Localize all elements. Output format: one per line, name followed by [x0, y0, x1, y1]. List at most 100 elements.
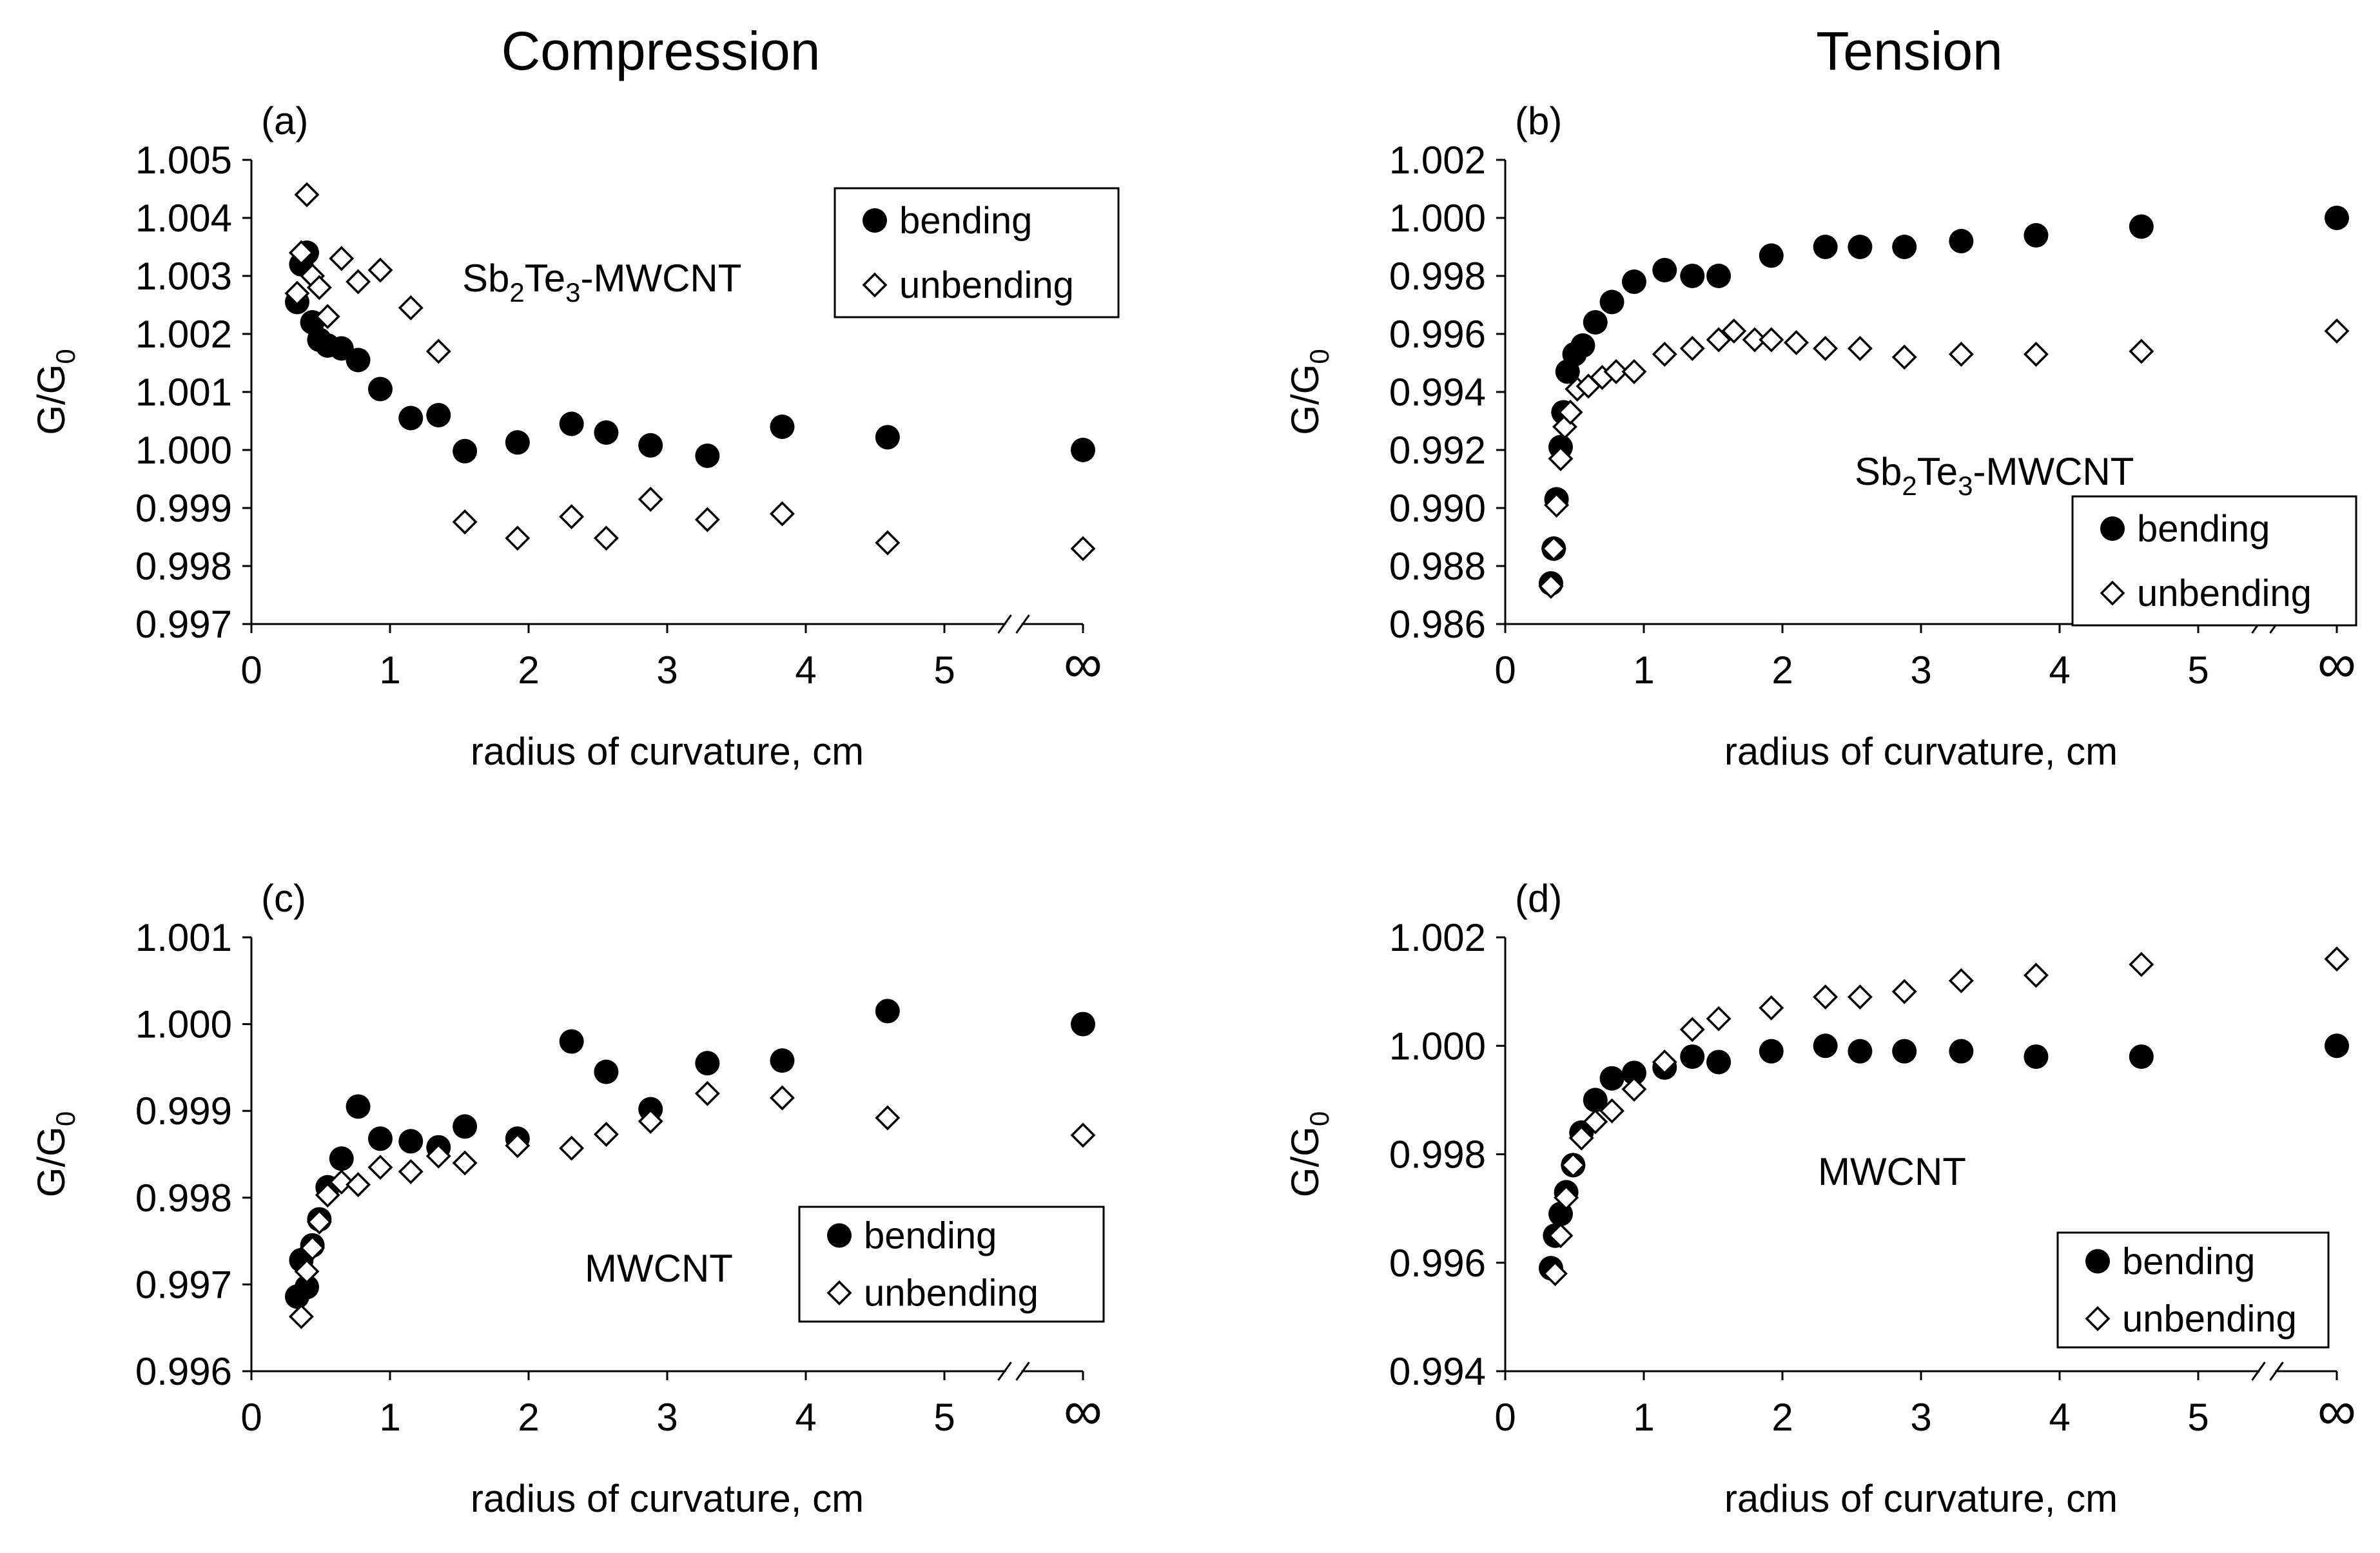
- data-point-unbending: [1948, 342, 1974, 367]
- data-point-unbending: [284, 280, 310, 306]
- data-point-bending: [1848, 235, 1873, 259]
- data-point-bending: [1848, 1039, 1873, 1064]
- data-point-bending: [1813, 235, 1838, 259]
- x-tick-label: 0: [1494, 1396, 1516, 1439]
- data-point-bending: [426, 403, 451, 427]
- data-point-unbending: [559, 504, 585, 529]
- y-tick-label: 1.001: [135, 916, 232, 959]
- data-point-unbending: [1742, 327, 1768, 353]
- x-tick-label: 0: [240, 1396, 262, 1439]
- data-point-unbending: [452, 1150, 478, 1176]
- data-point-bending: [398, 405, 424, 431]
- legend-marker-unbending: [826, 1280, 852, 1305]
- data-point-bending: [398, 1129, 424, 1154]
- data-point-unbending: [306, 1209, 332, 1235]
- y-axis-title: G/G0: [1283, 349, 1334, 435]
- y-tick-label: 0.992: [1389, 429, 1486, 472]
- data-point-unbending: [875, 1105, 901, 1131]
- x-axis-title: radius of curvature, cm: [471, 730, 864, 773]
- data-point-bending: [1071, 438, 1095, 462]
- x-tick-label: 5: [2187, 649, 2209, 692]
- data-point-unbending: [1679, 1017, 1705, 1042]
- data-point-unbending: [505, 525, 531, 551]
- column-title-tension: Tension: [1816, 21, 2003, 81]
- x-axis-title: radius of curvature, cm: [1724, 1477, 2118, 1520]
- material-annotation: Sb2Te3-MWCNT: [462, 257, 741, 308]
- x-tick-label: 1: [1633, 1396, 1654, 1439]
- data-point-bending: [2129, 1044, 2154, 1070]
- data-point-unbending: [1813, 984, 1839, 1010]
- data-point-bending: [1759, 1039, 1784, 1064]
- panel-label: (d): [1515, 877, 1562, 920]
- x-axis-title: radius of curvature, cm: [471, 1477, 864, 1520]
- data-point-unbending: [1548, 1223, 1574, 1249]
- x-tick-label: 1: [1633, 649, 1654, 692]
- y-tick-label: 0.998: [135, 1177, 232, 1220]
- data-point-unbending: [346, 1172, 371, 1198]
- data-point-unbending: [329, 246, 355, 271]
- x-tick-label: 1: [379, 649, 400, 692]
- material-annotation: MWCNT: [585, 1247, 733, 1290]
- data-point-unbending: [559, 1135, 585, 1161]
- data-point-unbending: [1583, 1109, 1608, 1135]
- y-tick-label: 0.996: [1389, 313, 1486, 356]
- series-unbending: [1538, 318, 2350, 599]
- y-tick-label: 0.999: [135, 1089, 232, 1133]
- data-point-unbending: [1679, 336, 1705, 361]
- data-point-bending: [594, 420, 619, 445]
- x-tick-label: 3: [1910, 649, 1931, 692]
- y-tick-label: 0.998: [1389, 255, 1486, 298]
- data-point-bending: [1949, 229, 1974, 253]
- data-point-unbending: [694, 1080, 720, 1106]
- y-tick-label: 1.000: [1389, 197, 1486, 240]
- data-point-bending: [295, 1275, 319, 1300]
- y-axis-title: G/G0: [1283, 1111, 1334, 1197]
- data-point-unbending: [1548, 446, 1574, 471]
- y-tick-label: 1.000: [135, 1003, 232, 1046]
- data-point-unbending: [1557, 400, 1583, 425]
- x-tick-label: 1: [379, 1396, 400, 1439]
- legend: bending unbending: [2056, 1231, 2330, 1349]
- data-point-bending: [559, 411, 584, 436]
- data-point-bending: [695, 444, 720, 468]
- legend-label-unbending: unbending: [2122, 1298, 2297, 1340]
- x-tick-label: 0: [1494, 649, 1516, 692]
- data-point-unbending: [1070, 1122, 1096, 1148]
- data-point-bending: [1892, 235, 1917, 259]
- data-point-bending: [1949, 1039, 1974, 1064]
- data-point-unbending: [2129, 952, 2154, 977]
- y-tick-label: 1.004: [135, 197, 232, 240]
- legend: bending unbending: [2071, 495, 2357, 627]
- data-point-unbending: [1541, 536, 1566, 562]
- data-point-unbending: [638, 1108, 663, 1134]
- legend-marker-unbending: [2100, 580, 2125, 606]
- data-point-bending: [2325, 206, 2349, 230]
- x-tick-label: 3: [656, 649, 678, 692]
- axis-break-mark: [997, 1358, 1030, 1384]
- panel-b: 0.986 0.988 0.990 0.992 0.994 0.996 0.998 1.000…: [1283, 99, 2357, 773]
- data-point-unbending: [1070, 536, 1096, 562]
- x-tick-label: 4: [795, 1396, 816, 1439]
- panel-label: (b): [1515, 99, 1562, 142]
- data-point-bending: [453, 438, 478, 464]
- data-point-unbending: [425, 338, 451, 364]
- x-tick-label: 5: [933, 1396, 955, 1439]
- data-point-unbending: [1538, 574, 1564, 599]
- data-point-bending: [346, 347, 371, 373]
- data-point-bending: [1892, 1039, 1917, 1064]
- data-point-unbending: [1603, 359, 1629, 384]
- data-point-unbending: [769, 501, 795, 527]
- data-point-unbending: [1544, 493, 1570, 518]
- data-point-unbending: [1554, 1185, 1579, 1211]
- x-tick-label-infinity: ∞: [2317, 1380, 2356, 1441]
- y-tick-label: 0.986: [1389, 603, 1486, 646]
- data-point-unbending: [593, 525, 619, 551]
- data-point-bending: [594, 1059, 619, 1084]
- data-point-unbending: [1891, 979, 1917, 1004]
- data-point-unbending: [315, 1182, 340, 1208]
- y-tick-label: 0.998: [135, 545, 232, 588]
- data-point-bending: [1570, 333, 1595, 358]
- data-point-unbending: [329, 1169, 355, 1195]
- series-unbending: [288, 1080, 1096, 1329]
